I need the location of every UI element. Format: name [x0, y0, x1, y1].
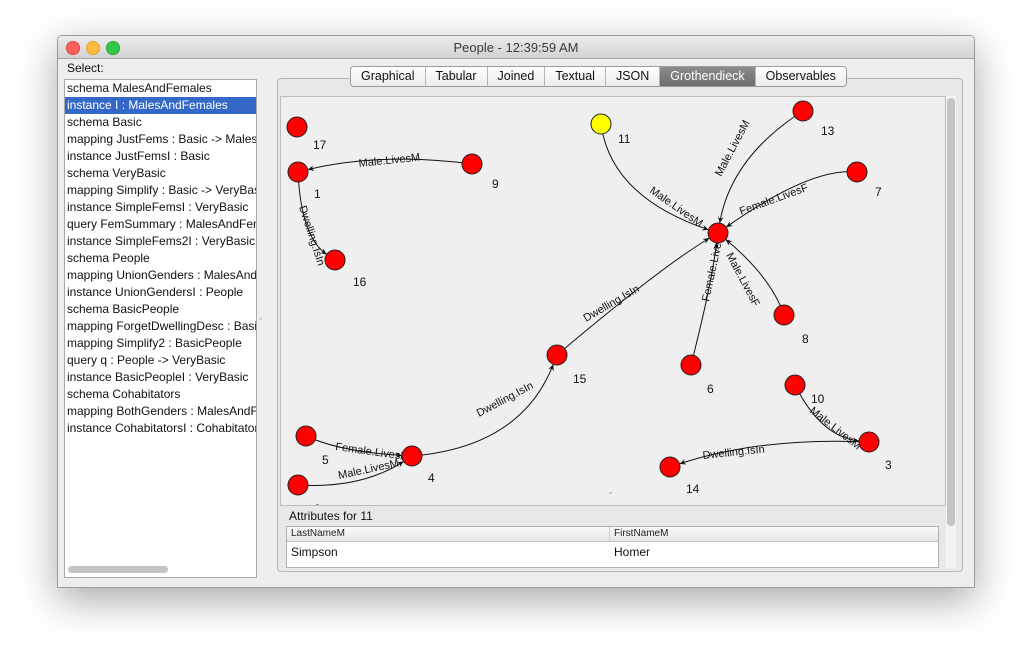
tab-joined[interactable]: Joined [488, 67, 546, 86]
list-item[interactable]: instance SimpleFems2I : VeryBasic [65, 233, 256, 250]
column-header-firstname[interactable]: FirstNameM [610, 527, 938, 541]
node-label: 1 [314, 187, 321, 201]
graph-node-14[interactable] [660, 457, 680, 477]
scrollbar-thumb[interactable] [947, 98, 955, 526]
edge-label: Male.LivesM [647, 185, 704, 230]
cell-firstname: Homer [610, 542, 938, 562]
tab-observables[interactable]: Observables [756, 67, 846, 86]
list-item[interactable]: schema Cohabitators [65, 386, 256, 403]
list-item[interactable]: schema VeryBasic [65, 165, 256, 182]
graph-canvas[interactable]: Male.LivesM Dwelling.IsIn Male.LivesM Male.… [280, 96, 946, 506]
graph-node-15[interactable] [547, 345, 567, 365]
list-item[interactable]: schema People [65, 250, 256, 267]
edge-label: Male.LivesM [358, 152, 421, 170]
graph-node-8[interactable] [774, 305, 794, 325]
program-list: schema MalesAndFemales instance I : Male… [64, 79, 257, 578]
list-item[interactable]: schema MalesAndFemales [65, 80, 256, 97]
graph-node-1[interactable] [288, 162, 308, 182]
table-row[interactable]: Simpson Homer [287, 542, 938, 562]
list-item[interactable]: query q : People -> VeryBasic [65, 352, 256, 369]
edge-label: Dwelling.IsIn [475, 380, 536, 420]
graph-node-9[interactable] [462, 154, 482, 174]
graph-node-3[interactable] [859, 432, 879, 452]
tab-grothendieck[interactable]: Grothendieck [660, 67, 755, 86]
tab-json[interactable]: JSON [606, 67, 660, 86]
node-label: 14 [686, 482, 700, 496]
graph-node-7[interactable] [847, 162, 867, 182]
app-window: People - 12:39:59 AM Select: schema Male… [57, 35, 975, 588]
edge-label: Male.LivesF [723, 251, 762, 309]
list-item[interactable]: schema BasicPeople [65, 301, 256, 318]
list-item[interactable]: schema Basic [65, 114, 256, 131]
node-label: 17 [313, 138, 327, 152]
list-item[interactable]: instance UnionGendersI : People [65, 284, 256, 301]
list-item[interactable]: mapping BothGenders : MalesAndFemales [65, 403, 256, 420]
list-item[interactable]: instance BasicPeopleI : VeryBasic [65, 369, 256, 386]
node-label: 9 [492, 177, 499, 191]
tab-tabular[interactable]: Tabular [426, 67, 488, 86]
column-header-lastname[interactable]: LastNameM [287, 527, 610, 541]
node-label: 11 [618, 132, 631, 146]
graph-node-16[interactable] [325, 250, 345, 270]
select-label: Select: [67, 61, 104, 75]
node-label: 7 [875, 185, 882, 199]
node-label: 10 [811, 392, 825, 406]
list-item[interactable]: mapping Simplify : Basic -> VeryBasic [65, 182, 256, 199]
list-item[interactable]: mapping UnionGenders : MalesAndFemales [65, 267, 256, 284]
edge-label: Male.LivesM [807, 405, 863, 452]
graph-node-hub[interactable] [708, 223, 728, 243]
graph-node-13[interactable] [793, 101, 813, 121]
edge-label: Dwelling.IsIn [582, 283, 642, 325]
edge-label: Dwelling.IsIn [296, 204, 327, 267]
list-item[interactable]: mapping ForgetDwellingDesc : BasicPeople [65, 318, 256, 335]
node-label: 13 [821, 124, 835, 138]
split-pane-divider[interactable]: ˇ [259, 317, 262, 327]
window-title: People - 12:39:59 AM [58, 40, 974, 55]
list-item[interactable]: query FemSummary : MalesAndFemales [65, 216, 256, 233]
list-item[interactable]: instance SimpleFemsI : VeryBasic [65, 199, 256, 216]
node-label: 15 [573, 372, 587, 386]
title-bar: People - 12:39:59 AM [58, 36, 974, 59]
attributes-table: LastNameM FirstNameM Simpson Homer [286, 526, 939, 568]
graph-node-11[interactable] [591, 114, 611, 134]
edge-label: Dwelling.IsIn [702, 444, 765, 462]
list-item[interactable]: instance CohabitatorsI : Cohabitators [65, 420, 256, 437]
edge-label: Male.LivesM [713, 118, 753, 178]
list-horizontal-scrollbar[interactable] [68, 566, 168, 573]
list-item-selected[interactable]: instance I : MalesAndFemales [65, 97, 256, 114]
tab-graphical[interactable]: Graphical [351, 67, 426, 86]
list-item[interactable]: mapping JustFems : Basic -> MalesAndFema… [65, 131, 256, 148]
attributes-header: LastNameM FirstNameM [287, 527, 938, 542]
list-item[interactable]: mapping Simplify2 : BasicPeople [65, 335, 256, 352]
node-label: 5 [322, 453, 329, 467]
graph-vertical-scrollbar[interactable] [946, 96, 956, 568]
node-label: 6 [707, 382, 714, 396]
tab-textual[interactable]: Textual [545, 67, 606, 86]
node-label: 8 [802, 332, 809, 346]
view-tabs: Graphical Tabular Joined Textual JSON Gr… [350, 66, 847, 87]
list-item[interactable]: instance JustFemsI : Basic [65, 148, 256, 165]
graph-node-2[interactable] [288, 475, 308, 495]
graph-node-17[interactable] [287, 117, 307, 137]
node-label: 2 [314, 502, 321, 505]
edge-label: Female.LivesF [738, 182, 810, 218]
attributes-title: Attributes for 11 [289, 509, 373, 523]
graph-node-10[interactable] [785, 375, 805, 395]
node-label: 16 [353, 275, 367, 289]
graph-node-5[interactable] [296, 426, 316, 446]
node-label: 4 [428, 471, 435, 485]
graph-node-6[interactable] [681, 355, 701, 375]
resize-handle-icon: ˇ [609, 491, 612, 501]
cell-lastname: Simpson [287, 542, 610, 562]
node-label: 3 [885, 458, 892, 472]
graph-node-4[interactable] [402, 446, 422, 466]
